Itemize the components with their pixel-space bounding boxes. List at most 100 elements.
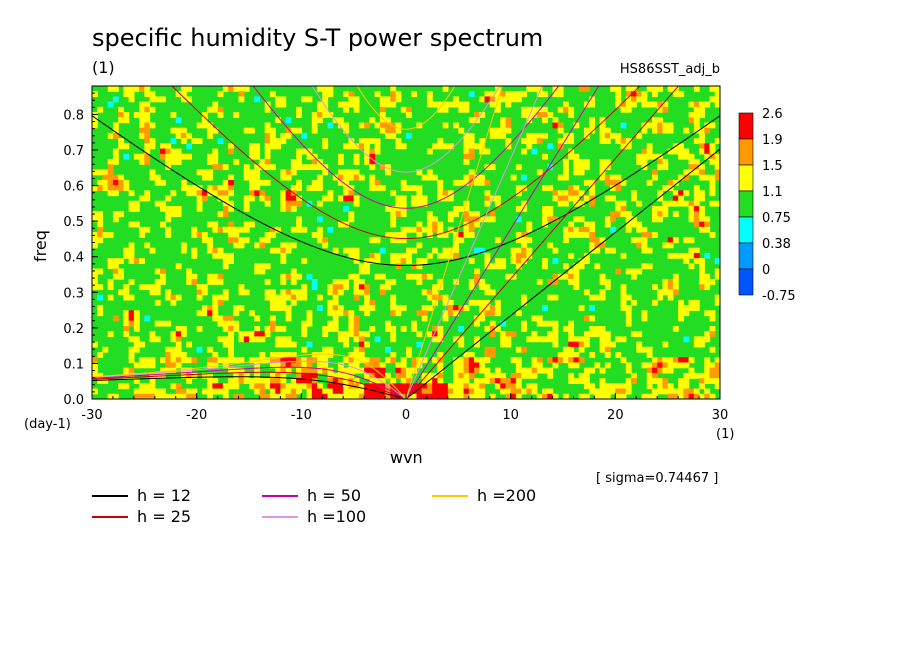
heatmap-cell bbox=[583, 341, 590, 348]
heatmap-cell bbox=[453, 362, 459, 369]
heatmap-cell bbox=[563, 346, 569, 353]
heatmap-cell bbox=[118, 258, 124, 264]
heatmap-cell bbox=[102, 174, 109, 181]
heatmap-cell bbox=[437, 232, 444, 238]
heatmap-cell bbox=[97, 305, 104, 311]
heatmap-cell bbox=[337, 117, 344, 124]
heatmap-cell bbox=[269, 132, 276, 139]
heatmap-cell bbox=[416, 195, 423, 202]
heatmap-cell bbox=[149, 247, 156, 254]
heatmap-cell bbox=[201, 388, 208, 395]
heatmap-cell bbox=[353, 106, 360, 113]
heatmap-cell bbox=[191, 247, 198, 254]
heatmap-cell bbox=[228, 221, 234, 228]
heatmap-cell bbox=[699, 279, 705, 285]
heatmap-cell bbox=[641, 101, 648, 108]
heatmap-cell bbox=[212, 305, 219, 311]
heatmap-cell bbox=[311, 367, 318, 374]
heatmap-cell bbox=[573, 284, 580, 291]
heatmap-cell bbox=[416, 357, 423, 364]
heatmap-cell bbox=[249, 174, 255, 181]
dispersion-curve bbox=[92, 376, 407, 399]
heatmap-cell bbox=[269, 357, 276, 364]
heatmap-cell bbox=[657, 367, 664, 374]
heatmap-cell bbox=[631, 372, 637, 379]
heatmap-cell bbox=[589, 96, 595, 103]
heatmap-cell bbox=[563, 237, 569, 244]
heatmap-cell bbox=[662, 242, 669, 249]
heatmap-cell bbox=[563, 132, 569, 139]
heatmap-cell bbox=[453, 310, 459, 317]
heatmap-cell bbox=[463, 205, 470, 212]
heatmap-cell bbox=[175, 117, 182, 124]
heatmap-cell bbox=[400, 195, 407, 202]
heatmap-cell bbox=[400, 179, 407, 186]
heatmap-cell bbox=[395, 367, 402, 374]
heatmap-cell bbox=[489, 352, 496, 358]
heatmap-cell bbox=[154, 284, 161, 291]
heatmap-cell bbox=[348, 211, 355, 218]
heatmap-cell bbox=[683, 190, 690, 197]
heatmap-cell bbox=[400, 388, 407, 395]
heatmap-cell bbox=[139, 106, 145, 113]
heatmap-cell bbox=[557, 174, 564, 181]
heatmap-cell bbox=[149, 138, 156, 144]
heatmap-cell bbox=[301, 164, 308, 171]
dispersion-curve bbox=[405, 86, 600, 399]
heatmap-cell bbox=[332, 325, 339, 332]
heatmap-cell bbox=[563, 101, 569, 108]
heatmap-cell bbox=[112, 190, 119, 197]
heatmap-cell bbox=[578, 372, 585, 379]
heatmap-cell bbox=[364, 299, 370, 306]
heatmap-cell bbox=[494, 372, 501, 379]
heatmap-cell bbox=[568, 279, 575, 285]
heatmap-cell bbox=[149, 284, 156, 291]
heatmap-cell bbox=[364, 268, 370, 275]
heatmap-cell bbox=[615, 96, 622, 103]
heatmap-cell bbox=[306, 310, 313, 317]
heatmap-cell bbox=[714, 164, 720, 171]
heatmap-cell bbox=[343, 279, 350, 285]
heatmap-cell bbox=[154, 289, 161, 296]
heatmap-cell bbox=[578, 159, 585, 165]
heatmap-cell bbox=[426, 221, 433, 228]
heatmap-cell bbox=[672, 279, 679, 285]
heatmap-cell bbox=[343, 185, 350, 191]
heatmap-cell bbox=[175, 159, 182, 165]
heatmap-cell bbox=[379, 127, 386, 134]
heatmap-cell bbox=[358, 336, 365, 343]
heatmap-cell bbox=[144, 143, 151, 150]
heatmap-cell bbox=[296, 357, 302, 364]
heatmap-cell bbox=[526, 138, 533, 144]
heatmap-cell bbox=[400, 185, 407, 191]
heatmap-cell bbox=[531, 362, 538, 369]
heatmap-cell bbox=[123, 320, 130, 327]
heatmap-cell bbox=[233, 325, 240, 332]
heatmap-cell bbox=[254, 325, 261, 332]
heatmap-cell bbox=[426, 383, 433, 390]
heatmap-cell bbox=[463, 106, 470, 113]
heatmap-cell bbox=[196, 346, 203, 353]
heatmap-cell bbox=[259, 336, 266, 343]
heatmap-cell bbox=[175, 153, 182, 160]
heatmap-cell bbox=[463, 393, 470, 399]
colorbar-swatch bbox=[738, 112, 754, 140]
heatmap-cell bbox=[254, 263, 261, 270]
heatmap-cell bbox=[374, 362, 381, 369]
heatmap-cell bbox=[458, 378, 465, 384]
heatmap-cell bbox=[468, 174, 475, 181]
heatmap-cell bbox=[107, 185, 114, 191]
heatmap-cell bbox=[201, 190, 208, 197]
heatmap-cell bbox=[453, 378, 459, 384]
heatmap-cell bbox=[379, 289, 386, 296]
heatmap-cell bbox=[285, 289, 292, 296]
heatmap-cell bbox=[379, 367, 386, 374]
heatmap-cell bbox=[662, 357, 669, 364]
heatmap-cell bbox=[542, 153, 548, 160]
heatmap-cell bbox=[615, 211, 622, 218]
heatmap-cell bbox=[112, 211, 119, 218]
heatmap-cell bbox=[489, 372, 496, 379]
heatmap-cell bbox=[128, 221, 135, 228]
heatmap-cell bbox=[463, 383, 470, 390]
heatmap-cell bbox=[395, 122, 402, 129]
